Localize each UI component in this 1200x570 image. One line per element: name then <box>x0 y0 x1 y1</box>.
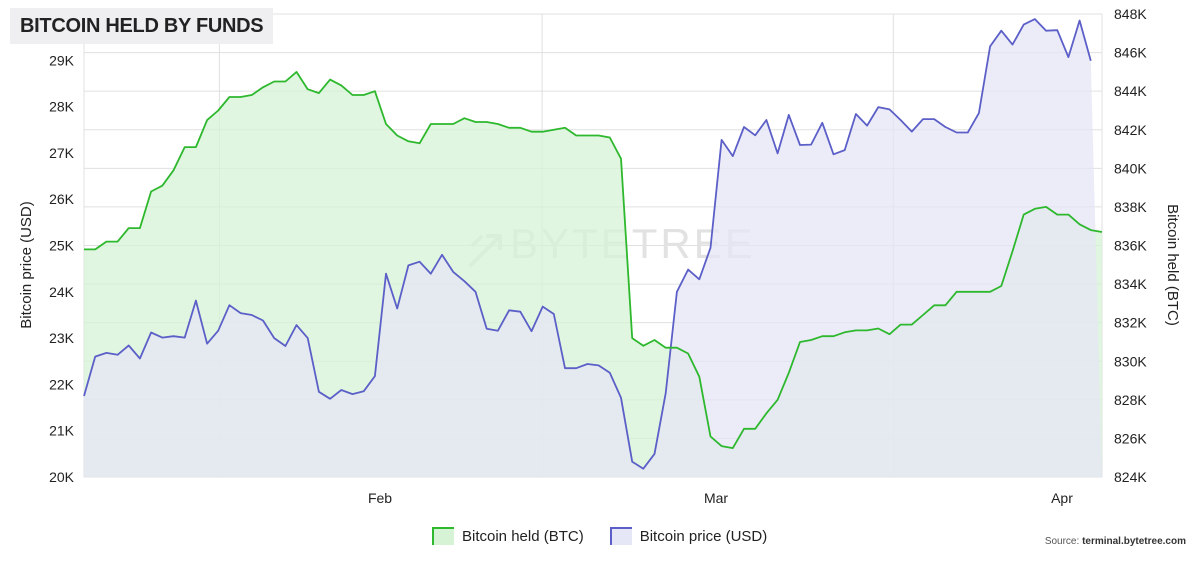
legend-swatch-held <box>432 527 454 545</box>
right-tick-label: 848K <box>1114 6 1147 22</box>
legend-item-bitcoin-price[interactable]: Bitcoin price (USD) <box>609 527 768 545</box>
right-tick-label: 828K <box>1114 392 1147 408</box>
source-site: terminal.bytetree.com <box>1082 536 1186 547</box>
series-lines <box>83 18 1103 470</box>
left-tick-label: 28K <box>49 99 75 115</box>
bitcoin-price-area <box>84 19 1102 477</box>
right-tick-label: 830K <box>1114 353 1147 369</box>
x-tick-label: Apr <box>1051 490 1073 506</box>
bitcoin-held-line <box>84 71 1103 449</box>
source-note: Source: terminal.bytetree.com <box>1045 536 1186 547</box>
right-axis-title: Bitcoin held (BTC) <box>1164 204 1181 326</box>
right-tick-label: 846K <box>1114 45 1147 61</box>
left-tick-label: 23K <box>49 330 75 346</box>
series-fills <box>84 19 1102 478</box>
left-axis-title: Bitcoin price (USD) <box>18 201 35 329</box>
left-tick-label: 20K <box>49 469 75 485</box>
left-tick-label: 24K <box>49 284 75 300</box>
chart-title: BITCOIN HELD BY FUNDS <box>20 14 264 37</box>
right-axis-ticks: 824K 826K 828K 830K 832K 834K 836K 838K 840K 842K… <box>1114 6 1147 485</box>
legend: Bitcoin held (BTC) Bitcoin price (USD) <box>432 527 767 545</box>
x-axis-ticks: Feb Mar Apr <box>368 490 1073 506</box>
legend-label-held: Bitcoin held (BTC) <box>462 527 584 545</box>
right-tick-label: 832K <box>1114 315 1147 331</box>
x-tick-label: Feb <box>368 490 392 506</box>
right-tick-label: 824K <box>1114 469 1147 485</box>
right-tick-label: 826K <box>1114 430 1147 446</box>
left-tick-label: 22K <box>49 376 75 392</box>
left-tick-label: 26K <box>49 191 75 207</box>
bitcoin-price-line <box>83 18 1092 470</box>
right-tick-label: 844K <box>1114 83 1147 99</box>
legend-item-bitcoin-held[interactable]: Bitcoin held (BTC) <box>432 527 584 545</box>
left-tick-label: 21K <box>49 423 75 439</box>
left-tick-label: 27K <box>49 145 75 161</box>
legend-label-price: Bitcoin price (USD) <box>639 527 768 545</box>
right-tick-label: 840K <box>1114 160 1147 176</box>
right-tick-label: 842K <box>1114 122 1147 138</box>
left-tick-label: 29K <box>49 52 75 68</box>
left-tick-label: 25K <box>49 238 75 254</box>
right-tick-label: 834K <box>1114 276 1147 292</box>
chart-title-box: BITCOIN HELD BY FUNDS <box>10 8 274 44</box>
x-tick-label: Mar <box>704 490 728 506</box>
legend-swatch-price <box>609 527 632 545</box>
left-axis-ticks: 20K21K22K23K24K25K26K27K28K29K30K <box>49 6 75 485</box>
source-prefix: Source: <box>1044 536 1083 547</box>
right-tick-label: 838K <box>1114 199 1147 215</box>
right-tick-label: 836K <box>1114 238 1147 254</box>
